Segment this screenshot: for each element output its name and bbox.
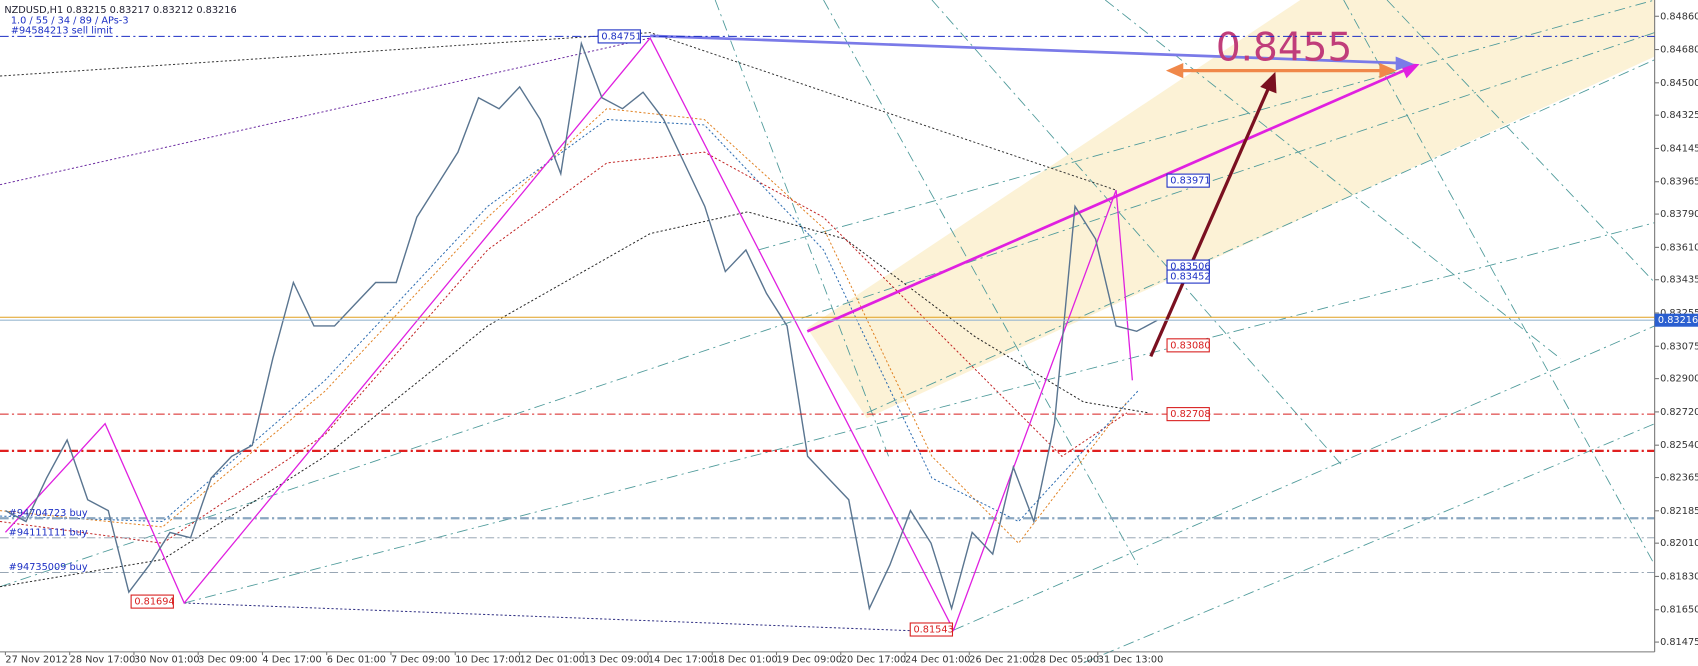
x-tick-label: 13 Dec 09:00: [584, 654, 649, 665]
y-tick-label: 0.82540: [1660, 440, 1698, 451]
y-tick-label: 0.83435: [1660, 275, 1698, 286]
diagonals: [0, 0, 1656, 664]
x-tick-label: 26 Dec 21:00: [969, 654, 1034, 665]
levels: [0, 316, 1655, 573]
price-box: [1166, 407, 1210, 422]
y-tick-label: 0.84680: [1660, 45, 1698, 56]
price-box: [909, 622, 954, 637]
x-tick-label: 10 Dec 17:00: [455, 654, 520, 665]
x-tick-label: 18 Dec 01:00: [712, 654, 777, 665]
y-tick-label: 0.82720: [1660, 407, 1698, 418]
channel: [807, 0, 1655, 419]
x-tick-label: 30 Nov 01:00: [134, 654, 200, 665]
price-label: 0.82708: [1170, 409, 1210, 420]
subtitle: 1.0 / 55 / 34 / 89 / APs-3: [11, 16, 129, 27]
y-tick-label: 0.84860: [1660, 11, 1698, 22]
price-box: [1166, 173, 1210, 188]
price-label: 0.81694: [134, 597, 174, 608]
order-label: #94584213 sell limit: [11, 25, 113, 36]
price-label: 0.84751: [601, 31, 641, 42]
y-tick-label: 0.81650: [1660, 605, 1698, 616]
y-tick-label: 0.82010: [1660, 538, 1698, 549]
price-box: [597, 29, 641, 44]
price-label: 0.83452: [1170, 272, 1210, 283]
order-label: #94704723 buy: [9, 508, 88, 519]
last-price-label: 0.83216: [1658, 315, 1698, 326]
y-tick-label: 0.82900: [1660, 374, 1698, 385]
y-tick-label: 0.81830: [1660, 571, 1698, 582]
x-tick-label: 6 Dec 01:00: [327, 654, 386, 665]
x-tick-label: 20 Dec 17:00: [841, 654, 906, 665]
x-tick-label: 31 Dec 13:00: [1098, 654, 1163, 665]
price-line: [5, 40, 1158, 611]
price-label: 0.83971: [1170, 176, 1210, 187]
y-tick-label: 0.84325: [1660, 110, 1698, 121]
last-price-box: [1654, 313, 1698, 327]
y-tick-label: 0.83610: [1660, 242, 1698, 253]
y-tick-label: 0.83075: [1660, 341, 1698, 352]
price-box: [1166, 269, 1210, 284]
price-label: 0.81543: [913, 624, 953, 635]
annotation: 0.8455: [1216, 25, 1352, 70]
price-label: 0.83506: [1170, 262, 1210, 273]
x-tick-label: 12 Dec 01:00: [519, 654, 584, 665]
y-tick-label: 0.82365: [1660, 473, 1698, 484]
x-tick-label: 14 Dec 17:00: [648, 654, 713, 665]
price-box: [1166, 338, 1210, 353]
price-box: [130, 594, 174, 609]
y-tick-label: 0.82185: [1660, 506, 1698, 517]
y-tick-label: 0.84500: [1660, 78, 1698, 89]
x-tick-label: 28 Nov 17:00: [70, 654, 136, 665]
x-tick-label: 27 Nov 2012: [5, 654, 67, 665]
x-tick-label: 7 Dec 09:00: [391, 654, 450, 665]
x-tick-label: 3 Dec 09:00: [198, 654, 257, 665]
drawings: [4, 34, 1420, 632]
order-label: #94735009 buy: [9, 562, 88, 573]
x-tick-label: 24 Dec 01:00: [905, 654, 970, 665]
x-tick-label: 19 Dec 09:00: [777, 654, 842, 665]
y-tick-label: 0.84145: [1660, 143, 1698, 154]
y-tick-label: 0.83965: [1660, 177, 1698, 188]
y-tick-label: 0.81475: [1660, 637, 1698, 648]
y-tick-label: 0.83790: [1660, 209, 1698, 220]
y-tick-label: 0.83255: [1660, 308, 1698, 319]
chart-title: NZDUSD,H1 0.83215 0.83217 0.83212 0.8321…: [4, 5, 236, 16]
price-label: 0.83080: [1170, 340, 1210, 351]
order-label: #94111111 buy: [9, 527, 88, 538]
x-tick-label: 28 Dec 05:00: [1034, 654, 1099, 665]
x-tick-label: 4 Dec 17:00: [262, 654, 321, 665]
